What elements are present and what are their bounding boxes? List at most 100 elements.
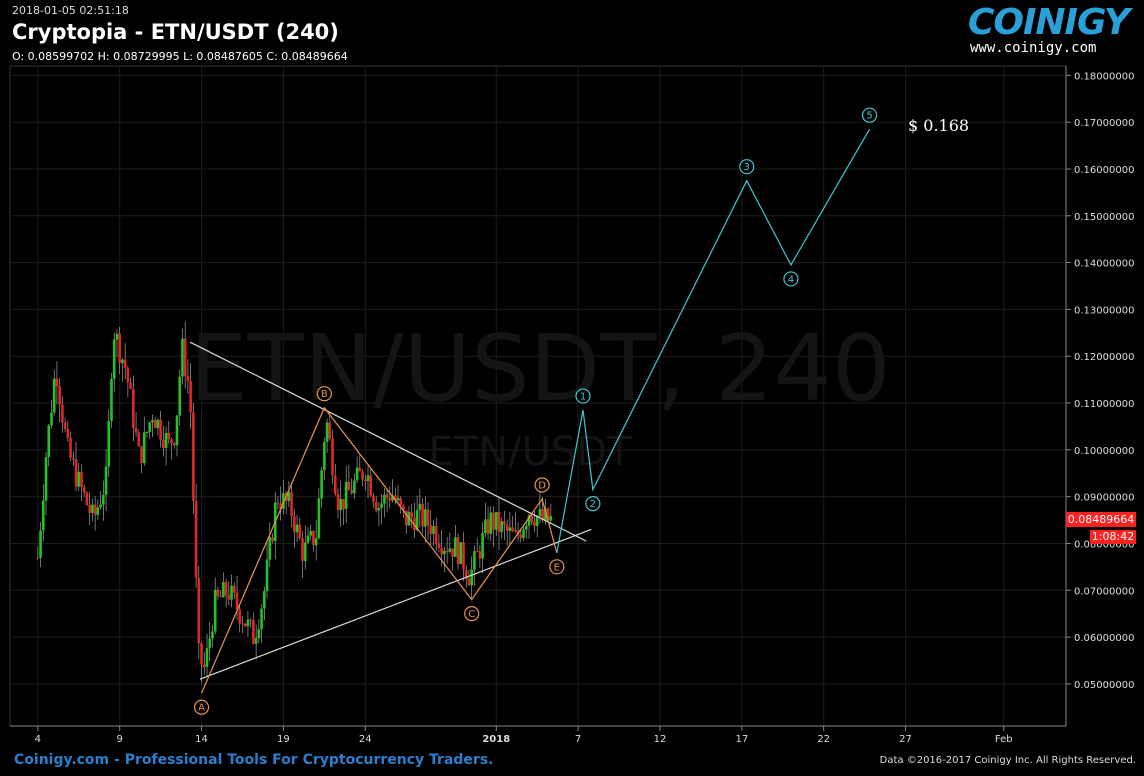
wave-label-circle (549, 559, 565, 575)
candle-body (254, 638, 258, 644)
candle-body (380, 503, 383, 508)
candle-body (418, 503, 422, 510)
y-tick-label: 0.09000000 (1074, 493, 1134, 504)
footer-copyright: Data ©2016-2017 Coinigy Inc. All Rights … (879, 755, 1136, 766)
candle-body (268, 537, 272, 560)
wave-label-3: 3 (744, 162, 750, 173)
candle-body (527, 515, 531, 526)
candle-body (481, 533, 484, 559)
candle-body (361, 471, 364, 480)
candle-body (484, 519, 487, 534)
candle-body (383, 494, 386, 504)
candle-body (514, 530, 517, 532)
candle-body (388, 497, 392, 501)
candle-body (524, 525, 528, 530)
candle-body (522, 529, 525, 539)
candle-body (145, 432, 149, 434)
candle-body (164, 432, 168, 449)
candle-body (298, 524, 302, 539)
candle-body (347, 481, 351, 490)
x-tick-label: 7 (575, 734, 581, 745)
candle-body (52, 378, 56, 413)
wave-label-circle (534, 477, 550, 493)
candle-body (192, 412, 195, 501)
wave-label-circle (739, 159, 755, 175)
candle-body (402, 505, 405, 511)
candle-body (181, 338, 184, 377)
chart-axes: 0.05000000 0.06000000 0.07000000 0.08000000… (10, 66, 1134, 745)
x-tick-label: 27 (899, 734, 912, 745)
candle-body (393, 495, 397, 501)
wave-label-B: B (321, 389, 328, 400)
candle-body (238, 609, 242, 624)
candle-body (290, 492, 293, 517)
candle-body (47, 425, 51, 458)
candle-body (126, 367, 130, 383)
candle-body (464, 569, 468, 579)
candle-body (134, 428, 138, 433)
candle-body (546, 508, 550, 521)
candle-body (342, 498, 345, 510)
candle-body (344, 481, 348, 510)
candle-body (358, 467, 362, 472)
candle-body (219, 595, 222, 598)
y-tick-label: 0.16000000 (1074, 165, 1134, 176)
candle-body (183, 338, 187, 377)
trend-line (199, 528, 592, 680)
candle-body (186, 376, 190, 382)
coinigy-logo: COINIGY (968, 2, 1130, 43)
candle-body (74, 459, 78, 487)
candle-body (63, 422, 67, 429)
candle-body (55, 378, 59, 387)
candle-body (391, 495, 394, 501)
candle-body (80, 471, 83, 488)
candle-body (200, 643, 203, 665)
candle-body (153, 419, 157, 429)
candle-body (104, 466, 108, 495)
candle-body (88, 505, 91, 513)
candle-body (478, 551, 482, 559)
candle-body (511, 527, 514, 532)
candle-body (429, 525, 433, 534)
wave-label-circle (861, 107, 878, 123)
candle-body (404, 510, 408, 526)
candle-body (99, 504, 102, 508)
x-tick-label: 4 (35, 734, 41, 745)
wave-label-E: E (554, 562, 560, 573)
x-tick-label: 12 (654, 734, 667, 745)
candle-body (91, 504, 94, 513)
candle-body (424, 509, 427, 527)
watermark-sub: ETN/USDT (428, 429, 632, 475)
candle-body (235, 592, 239, 610)
candle-body (61, 404, 64, 423)
candle-body (492, 512, 495, 530)
candle-body (279, 503, 282, 509)
candle-body (211, 631, 214, 639)
candle-body (445, 550, 449, 552)
candle-body (276, 502, 280, 504)
candle-body (500, 521, 504, 532)
candle-body (462, 542, 465, 570)
x-tick-label: 24 (359, 734, 372, 745)
candle-body (170, 439, 173, 444)
wave-label-1: 1 (580, 392, 586, 403)
candle-body (44, 457, 48, 501)
candle-body (301, 538, 304, 561)
y-tick-label: 0.05000000 (1074, 680, 1134, 691)
y-tick-label: 0.12000000 (1074, 352, 1134, 363)
candle-body (426, 509, 430, 526)
footer-tagline: Coinigy.com - Professional Tools For Cry… (14, 752, 494, 768)
chart-grid (9, 65, 1067, 727)
candle-body (339, 498, 343, 511)
wave-label-C: C (468, 609, 475, 620)
candle-body (303, 542, 307, 561)
candle-body (36, 557, 40, 559)
wave-label-circle (585, 496, 601, 512)
candle-body (434, 526, 438, 544)
candle-body (399, 498, 403, 506)
candle-body (230, 585, 233, 600)
candle-body (142, 432, 146, 464)
candle-body (257, 629, 261, 639)
candle-body (249, 619, 252, 621)
